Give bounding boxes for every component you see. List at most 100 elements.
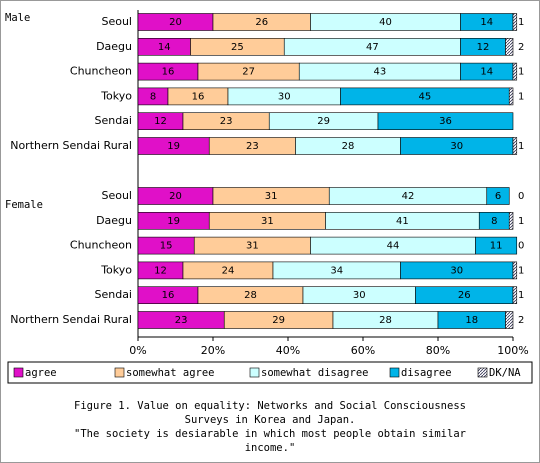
value-label: 11 [490,241,503,252]
y-tick-label: Seoul [101,189,132,202]
value-label: 1 [518,17,524,28]
value-label: 34 [330,265,343,276]
value-label: 44 [387,241,400,252]
caption-line: "The society is desiarable in which most… [74,428,466,440]
bar-segment [512,286,518,305]
legend-swatch [477,367,488,378]
legend-swatch [114,367,125,378]
value-label: 1 [518,265,524,276]
legend-label: agree [25,367,57,379]
value-label: 12 [477,42,490,53]
value-label: 45 [419,91,432,102]
value-label: 20 [169,17,182,28]
legend-label: DK/NA [489,367,521,379]
value-label: 0 [518,191,524,202]
value-label: 14 [480,17,493,28]
value-label: 24 [222,265,235,276]
caption-line: Surveys in Korea and Japan. [185,414,356,426]
legend-box [7,361,533,384]
value-label: 8 [150,91,156,102]
value-label: 47 [366,42,379,53]
bar-segment [475,236,518,255]
y-tick-label: Seoul [101,15,132,28]
bar-segment [508,87,514,106]
value-label: 31 [246,241,259,252]
y-tick-label: Tokyo [100,89,132,102]
value-label: 29 [317,116,330,127]
value-label: 43 [374,67,387,78]
value-label: 0 [518,241,524,252]
bar-segment [512,62,518,81]
value-label: 1 [518,141,524,152]
bar-segment [512,13,518,31]
x-tick-label: 0% [129,344,146,357]
value-label: 1 [518,216,524,227]
value-label: 31 [261,216,274,227]
value-label: 30 [278,91,291,102]
value-label: 16 [162,290,175,301]
value-label: 27 [242,67,255,78]
y-tick-label: Daegu [96,214,132,227]
value-label: 2 [518,42,524,53]
bar-segment [512,137,518,155]
value-label: 41 [396,216,409,227]
legend-label: somewhat disagree [261,367,368,379]
bar-segment [505,37,514,56]
value-label: 14 [480,67,493,78]
value-label: 1 [518,91,524,102]
legend-swatch [13,367,24,378]
value-label: 28 [244,290,257,301]
value-label: 23 [220,116,233,127]
value-label: 23 [175,315,188,326]
value-label: 36 [439,116,452,127]
value-label: 19 [167,141,180,152]
value-label: 26 [255,17,268,28]
x-tick-label: 20% [201,344,225,357]
x-tick-label: 100% [497,344,528,357]
value-label: 1 [518,290,524,301]
caption-line: income." [245,442,296,454]
value-label: 15 [160,241,173,252]
y-tick-label: Daegu [96,40,132,53]
bar-segment [486,187,510,205]
value-label: 1 [518,67,524,78]
panel-title: Female [5,199,43,211]
bar-segment [377,112,514,130]
x-tick-label: 40% [276,344,300,357]
y-tick-label: Sendai [94,288,132,301]
y-tick-label: Tokyo [100,263,132,276]
value-label: 42 [402,191,415,202]
legend-swatch [249,367,260,378]
value-label: 25 [231,42,244,53]
y-tick-label: Sendai [94,114,132,127]
value-label: 14 [158,42,171,53]
value-label: 6 [495,191,501,202]
value-label: 20 [169,191,182,202]
value-label: 16 [162,67,175,78]
value-label: 19 [167,216,180,227]
value-label: 8 [491,216,497,227]
value-label: 23 [246,141,259,152]
y-tick-label: Chuncheon [70,239,132,252]
legend-label: disagree [401,367,452,379]
legend-label: somewhat agree [126,367,215,379]
value-label: 28 [379,315,392,326]
value-label: 12 [154,265,167,276]
y-tick-label: Northern Sendai Rural [10,313,132,326]
value-label: 26 [458,290,471,301]
legend-swatch [389,367,400,378]
bar-segment [508,212,514,230]
bar-segment [505,311,514,329]
caption-line: Figure 1. Value on equality: Networks an… [74,400,466,412]
y-tick-label: Chuncheon [70,65,132,78]
value-label: 40 [379,17,392,28]
value-label: 2 [518,315,524,326]
panel-title: Male [5,12,30,24]
bar-segment [512,261,518,280]
value-label: 30 [353,290,366,301]
value-label: 30 [450,265,463,276]
x-tick-label: 60% [351,344,375,357]
value-label: 31 [265,191,278,202]
y-tick-label: Northern Sendai Rural [10,139,132,152]
